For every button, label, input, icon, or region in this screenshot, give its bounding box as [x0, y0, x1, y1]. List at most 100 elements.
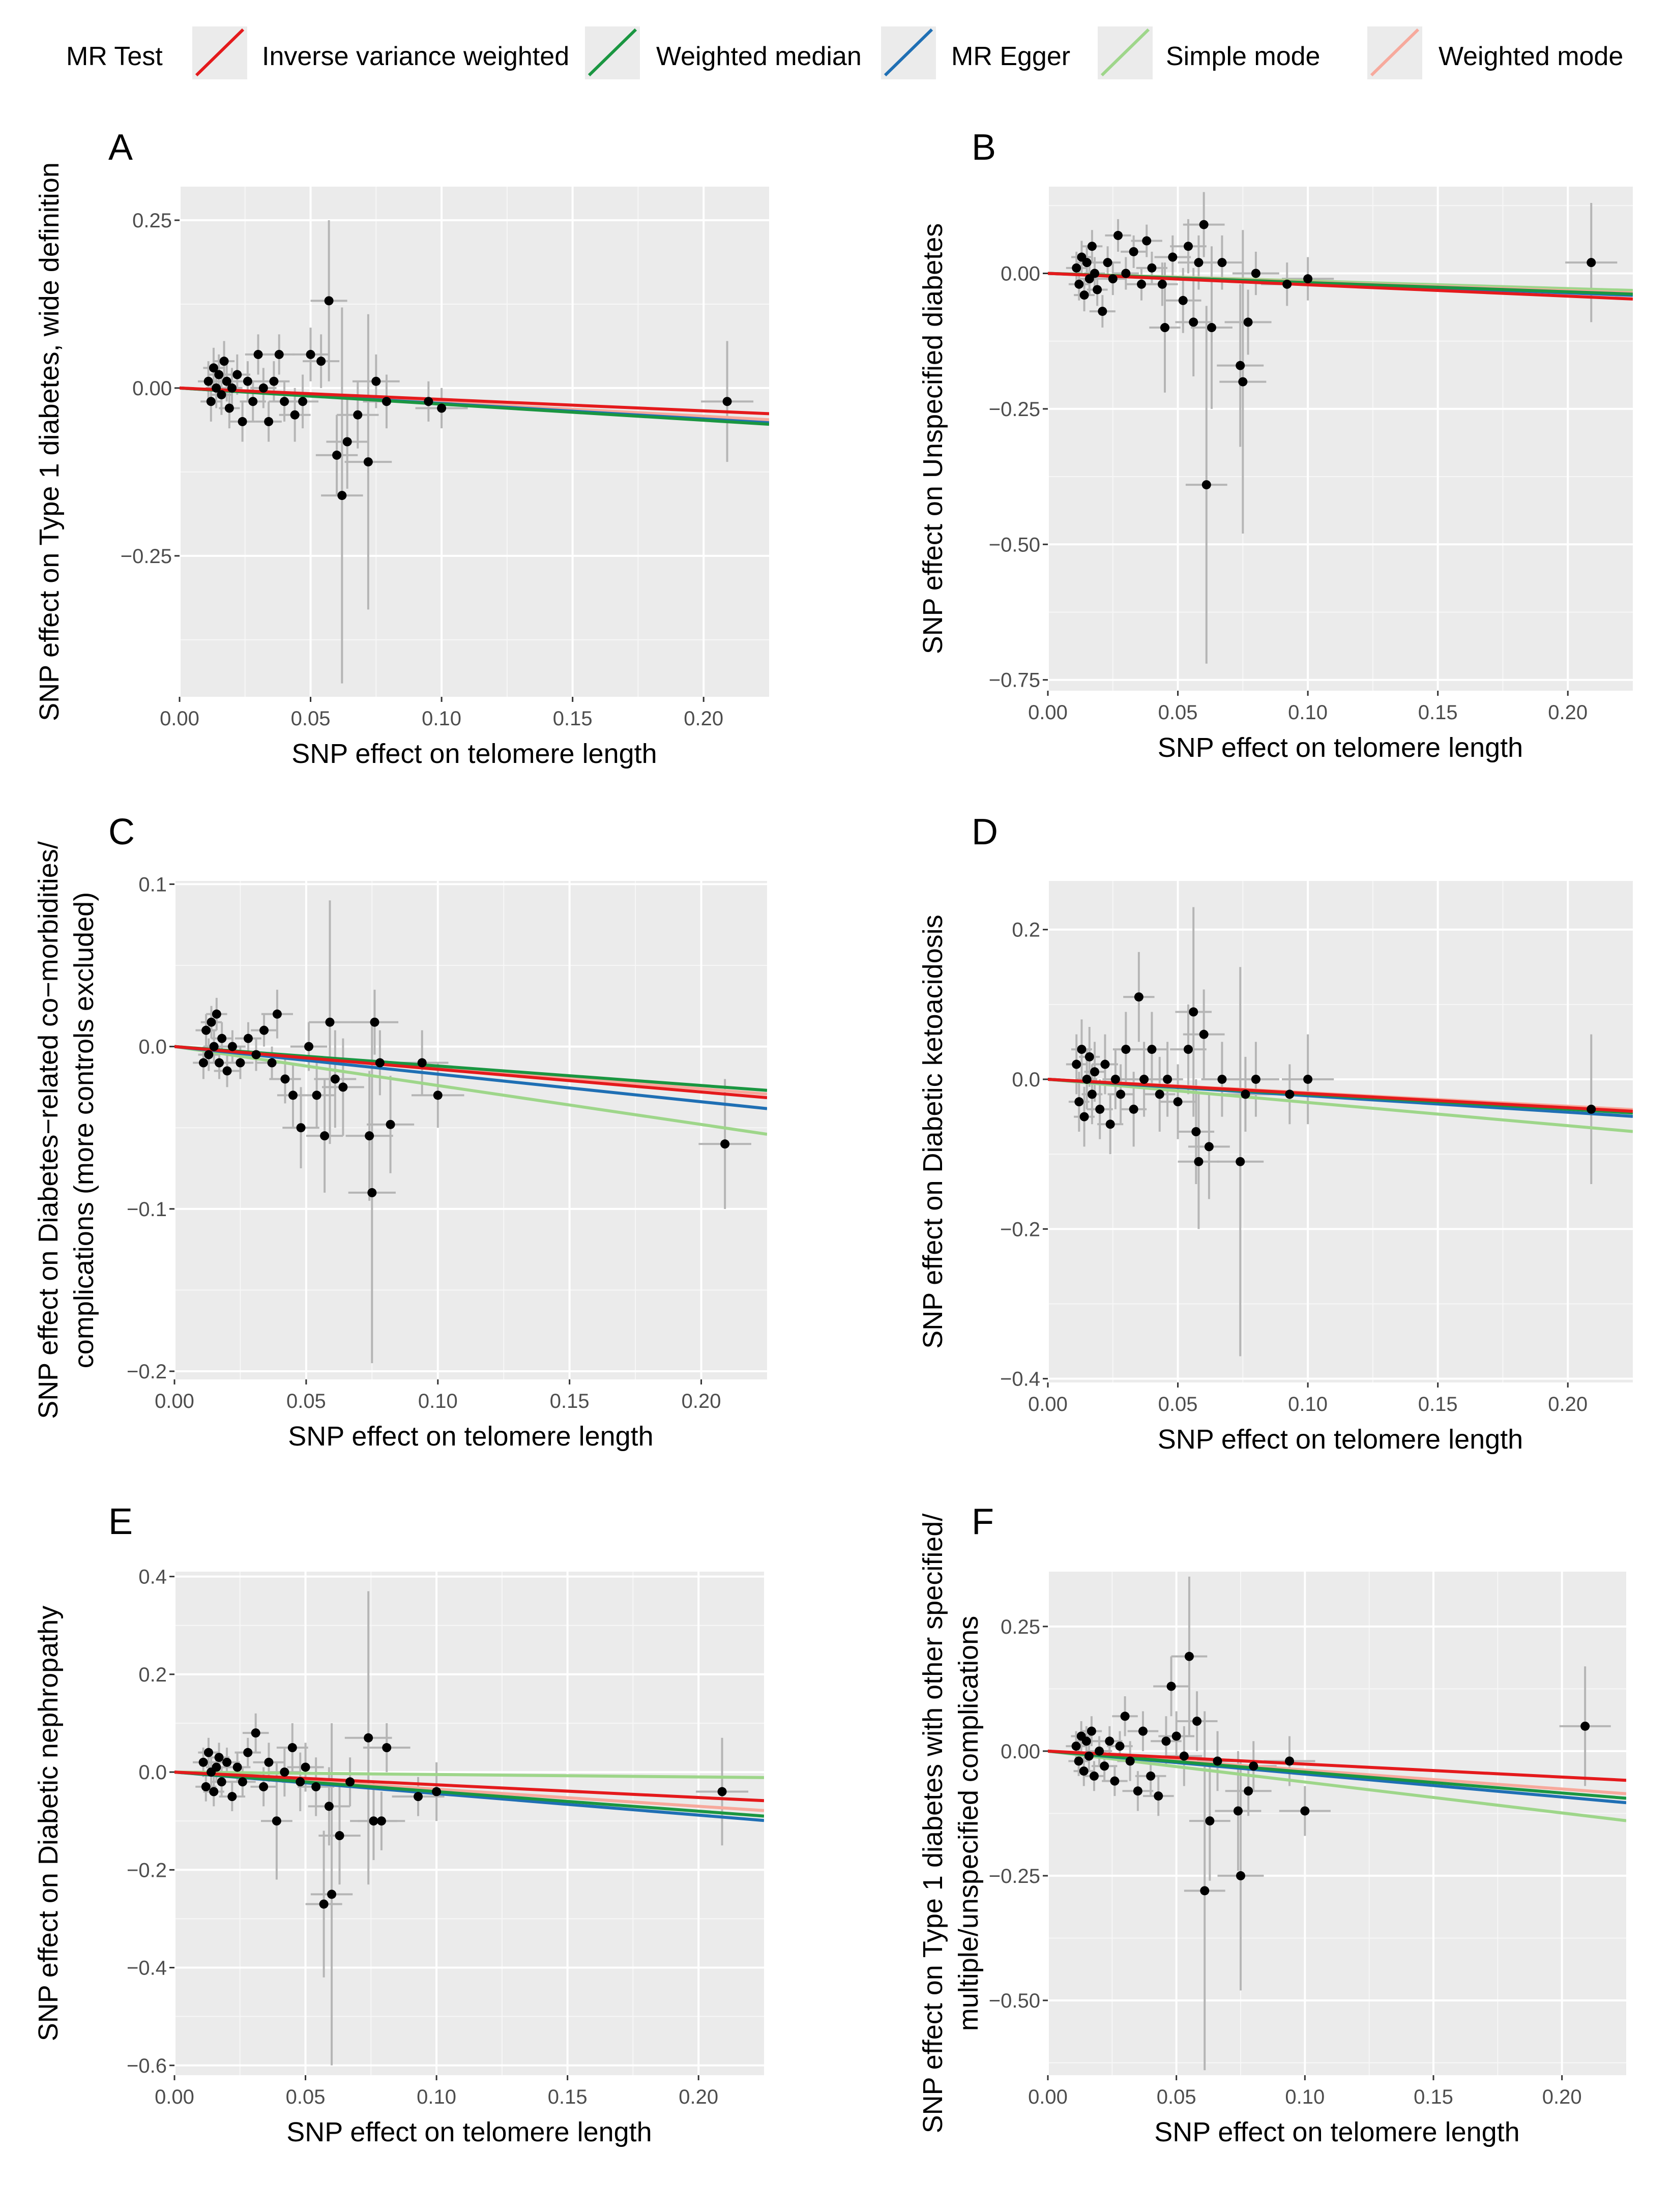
y-tick-label: −0.4 [127, 1957, 167, 1980]
y-tick-label: 0.00 [132, 377, 172, 400]
x-tick-label: 0.00 [1028, 1393, 1068, 1415]
data-point [238, 417, 247, 426]
data-point [1089, 1771, 1099, 1781]
data-points [203, 296, 732, 500]
data-point [290, 410, 300, 420]
data-point [1199, 220, 1209, 229]
x-tick-label: 0.10 [417, 2086, 456, 2108]
data-point [227, 383, 237, 393]
data-point [1090, 1067, 1099, 1077]
plot-background [1048, 1572, 1626, 2075]
x-tick-label: 0.15 [553, 707, 593, 730]
legend-key-line [588, 28, 637, 77]
legend-item: MR Egger [881, 26, 1070, 79]
data-point [1121, 269, 1131, 278]
data-point [1199, 1029, 1209, 1039]
data-point [1189, 317, 1198, 327]
x-tick-label: 0.15 [1418, 1393, 1458, 1415]
data-point [1082, 1074, 1092, 1084]
data-point [386, 1119, 395, 1129]
y-tick-label: −0.25 [121, 545, 172, 568]
data-point [1105, 1119, 1115, 1129]
y-tick-label: −0.2 [127, 1859, 167, 1881]
data-point [332, 450, 342, 460]
data-point [258, 383, 268, 393]
data-point [433, 1090, 443, 1100]
panel-d: D 0.00 0.05 0.10 0.15 0.20 0.2 0.0 −0.2 −0.4 SNP e… [918, 812, 1633, 1455]
y-tick-label: 0.25 [132, 210, 172, 232]
x-axis-label: SNP effect on telomere length [291, 739, 657, 769]
data-point [272, 1816, 281, 1826]
data-point [1074, 1097, 1084, 1107]
y-tick-label: 0.25 [1001, 1616, 1040, 1638]
y-tick-label: 0.1 [138, 873, 167, 896]
data-point [272, 1009, 282, 1019]
data-point [296, 1123, 306, 1133]
data-point [1243, 317, 1253, 327]
data-point [1244, 1786, 1253, 1796]
y-tick-label: −0.6 [127, 2055, 167, 2077]
legend: MR Test Inverse variance weighted Weighted… [66, 26, 1623, 79]
data-point [267, 1058, 277, 1068]
panel-letter: C [108, 812, 135, 852]
data-point [214, 1753, 224, 1762]
data-point [1077, 1045, 1087, 1054]
data-point [1142, 236, 1152, 246]
data-point [1249, 1761, 1258, 1771]
data-point [236, 1058, 245, 1068]
data-point [1236, 1871, 1245, 1880]
data-point [1189, 1007, 1198, 1017]
data-point [1184, 1045, 1193, 1054]
y-tick-label: 0.2 [1012, 919, 1040, 941]
data-point [298, 397, 308, 406]
gridlines [174, 1572, 764, 2075]
data-point [1154, 1791, 1163, 1801]
data-point [212, 383, 221, 393]
data-point [243, 1748, 253, 1757]
data-point [1110, 1074, 1120, 1084]
x-tick-label: 0.10 [422, 707, 461, 730]
data-point [316, 357, 326, 366]
data-point [206, 397, 216, 406]
data-point [345, 1777, 355, 1787]
y-axis-label: SNP effect on Diabetes−related co−morbid… [33, 841, 64, 1419]
data-point [1300, 1806, 1310, 1816]
data-point [1074, 279, 1084, 289]
data-point [1217, 258, 1227, 268]
data-point [209, 1787, 219, 1796]
data-point [1191, 1127, 1201, 1136]
regression-line [180, 386, 769, 416]
data-point [417, 1058, 427, 1068]
data-point [353, 410, 363, 420]
data-point [274, 349, 284, 359]
data-point [1204, 1142, 1214, 1152]
data-point [248, 397, 258, 406]
data-point [1098, 307, 1107, 316]
data-point [209, 363, 218, 373]
regression-line [1048, 1749, 1626, 1822]
data-point [287, 1743, 297, 1753]
data-point [1238, 377, 1248, 387]
data-point [1137, 279, 1146, 289]
data-point [1205, 1816, 1215, 1826]
data-points [198, 1728, 727, 1909]
x-tick-label: 0.05 [286, 2086, 326, 2108]
data-point [1120, 1712, 1130, 1721]
data-point [1121, 1045, 1131, 1054]
data-point [382, 1743, 392, 1753]
data-point [432, 1787, 442, 1796]
data-point [1084, 1751, 1094, 1761]
x-tick-label: 0.05 [1158, 701, 1198, 724]
data-point [306, 349, 315, 359]
legend-label: Inverse variance weighted [262, 42, 569, 71]
regression-line [174, 1045, 767, 1110]
data-point [1079, 290, 1089, 300]
data-point [1233, 1806, 1243, 1816]
y-tick-label: −0.50 [989, 534, 1040, 556]
data-point [219, 357, 229, 366]
data-point [369, 1816, 378, 1826]
data-point [1129, 1104, 1138, 1114]
data-point [1303, 1074, 1313, 1084]
y-tick-label: −0.75 [989, 669, 1040, 692]
regression-lines [1048, 1749, 1626, 1822]
